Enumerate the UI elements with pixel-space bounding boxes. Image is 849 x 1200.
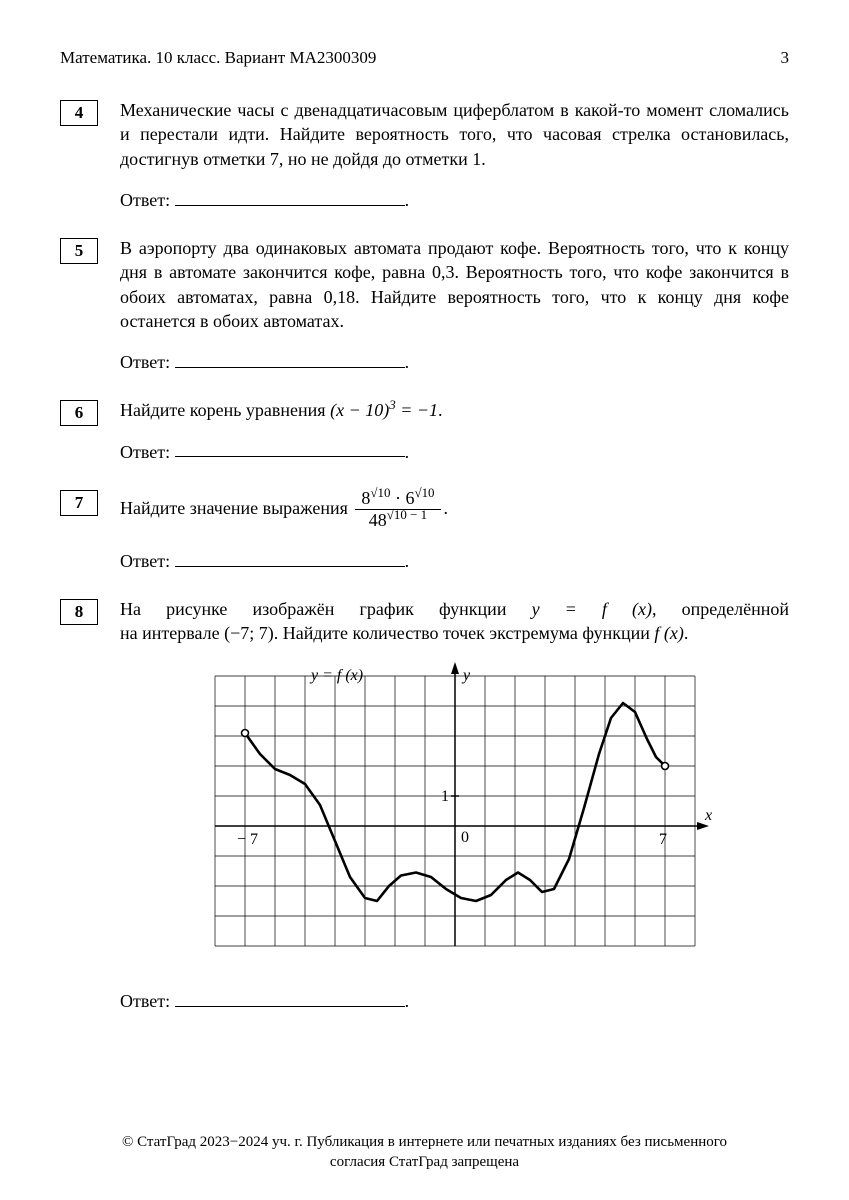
problem-text: Механические часы с двенадцатичасовым ци… [120, 98, 789, 171]
answer-label: Ответ: [120, 190, 170, 210]
function-yfx: y = f (x) [532, 599, 652, 619]
problem-body: Механические часы с двенадцатичасовым ци… [120, 98, 789, 218]
answer-row: Ответ: . [120, 185, 789, 212]
problem-text: Найдите значение выражения 8√10 · 6√10 4… [120, 488, 789, 532]
problem-7: 7 Найдите значение выражения 8√10 · 6√10… [60, 488, 789, 579]
answer-label: Ответ: [120, 352, 170, 372]
problem-text: На рисунке изображён график функции y = … [120, 597, 789, 621]
interval: (−7; 7) [224, 623, 274, 643]
problem-number-box: 6 [60, 400, 98, 426]
footer-line-2: согласия СтатГрад запрещена [60, 1153, 789, 1173]
problem-text-line2: на интервале (−7; 7). Найдите количество… [120, 621, 789, 645]
svg-text:− 7: − 7 [237, 831, 258, 848]
svg-text:x: x [704, 807, 712, 824]
svg-text:7: 7 [659, 831, 667, 848]
answer-blank[interactable] [175, 546, 405, 567]
problem-number-box: 7 [60, 490, 98, 516]
problem-body: В аэропорту два одинаковых автомата прод… [120, 236, 789, 380]
header-left: Математика. 10 класс. Вариант МА2300309 [60, 48, 376, 68]
answer-row: Ответ: . [120, 546, 789, 573]
answer-row: Ответ: . [120, 986, 789, 1013]
problem-5: 5 В аэропорту два одинаковых автомата пр… [60, 236, 789, 380]
answer-blank[interactable] [175, 986, 405, 1007]
answer-blank[interactable] [175, 185, 405, 206]
problem-number-box: 4 [60, 100, 98, 126]
svg-text:y = f (x): y = f (x) [309, 667, 363, 684]
answer-label: Ответ: [120, 551, 170, 571]
chart-container: y = f (x) y x 0 1 − 7 7 [120, 656, 789, 972]
equation: (x − 10)3 = −1 [330, 400, 438, 420]
problem-number-box: 8 [60, 599, 98, 625]
page-header: Математика. 10 класс. Вариант МА2300309 … [60, 48, 789, 68]
problem-text: Найдите корень уравнения (x − 10)3 = −1. [120, 398, 789, 422]
footer-line-1: © СтатГрад 2023−2024 уч. г. Публикация в… [60, 1133, 789, 1153]
svg-text:0: 0 [461, 829, 469, 846]
function-fx: f (x) [654, 623, 683, 643]
problem-text: В аэропорту два одинаковых автомата прод… [120, 236, 789, 333]
svg-text:y: y [461, 667, 471, 684]
problem-4: 4 Механические часы с двенадцатичасовым … [60, 98, 789, 218]
problem-body: На рисунке изображён график функции y = … [120, 597, 789, 1019]
answer-blank[interactable] [175, 347, 405, 368]
function-graph: y = f (x) y x 0 1 − 7 7 [195, 656, 715, 966]
page-footer: © СтатГрад 2023−2024 уч. г. Публикация в… [60, 1133, 789, 1172]
problem-body: Найдите значение выражения 8√10 · 6√10 4… [120, 488, 789, 579]
problem-8: 8 На рисунке изображён график функции y … [60, 597, 789, 1019]
problem-6: 6 Найдите корень уравнения (x − 10)3 = −… [60, 398, 789, 469]
svg-text:1: 1 [441, 788, 449, 805]
answer-label: Ответ: [120, 441, 170, 461]
answer-blank[interactable] [175, 437, 405, 458]
problem-body: Найдите корень уравнения (x − 10)3 = −1.… [120, 398, 789, 469]
answer-row: Ответ: . [120, 347, 789, 374]
answer-row: Ответ: . [120, 437, 789, 464]
page: Математика. 10 класс. Вариант МА2300309 … [0, 0, 849, 1200]
fraction: 8√10 · 6√10 48√10 − 1 [355, 488, 440, 532]
answer-label: Ответ: [120, 991, 170, 1011]
problem-number-box: 5 [60, 238, 98, 264]
page-number: 3 [781, 48, 790, 68]
